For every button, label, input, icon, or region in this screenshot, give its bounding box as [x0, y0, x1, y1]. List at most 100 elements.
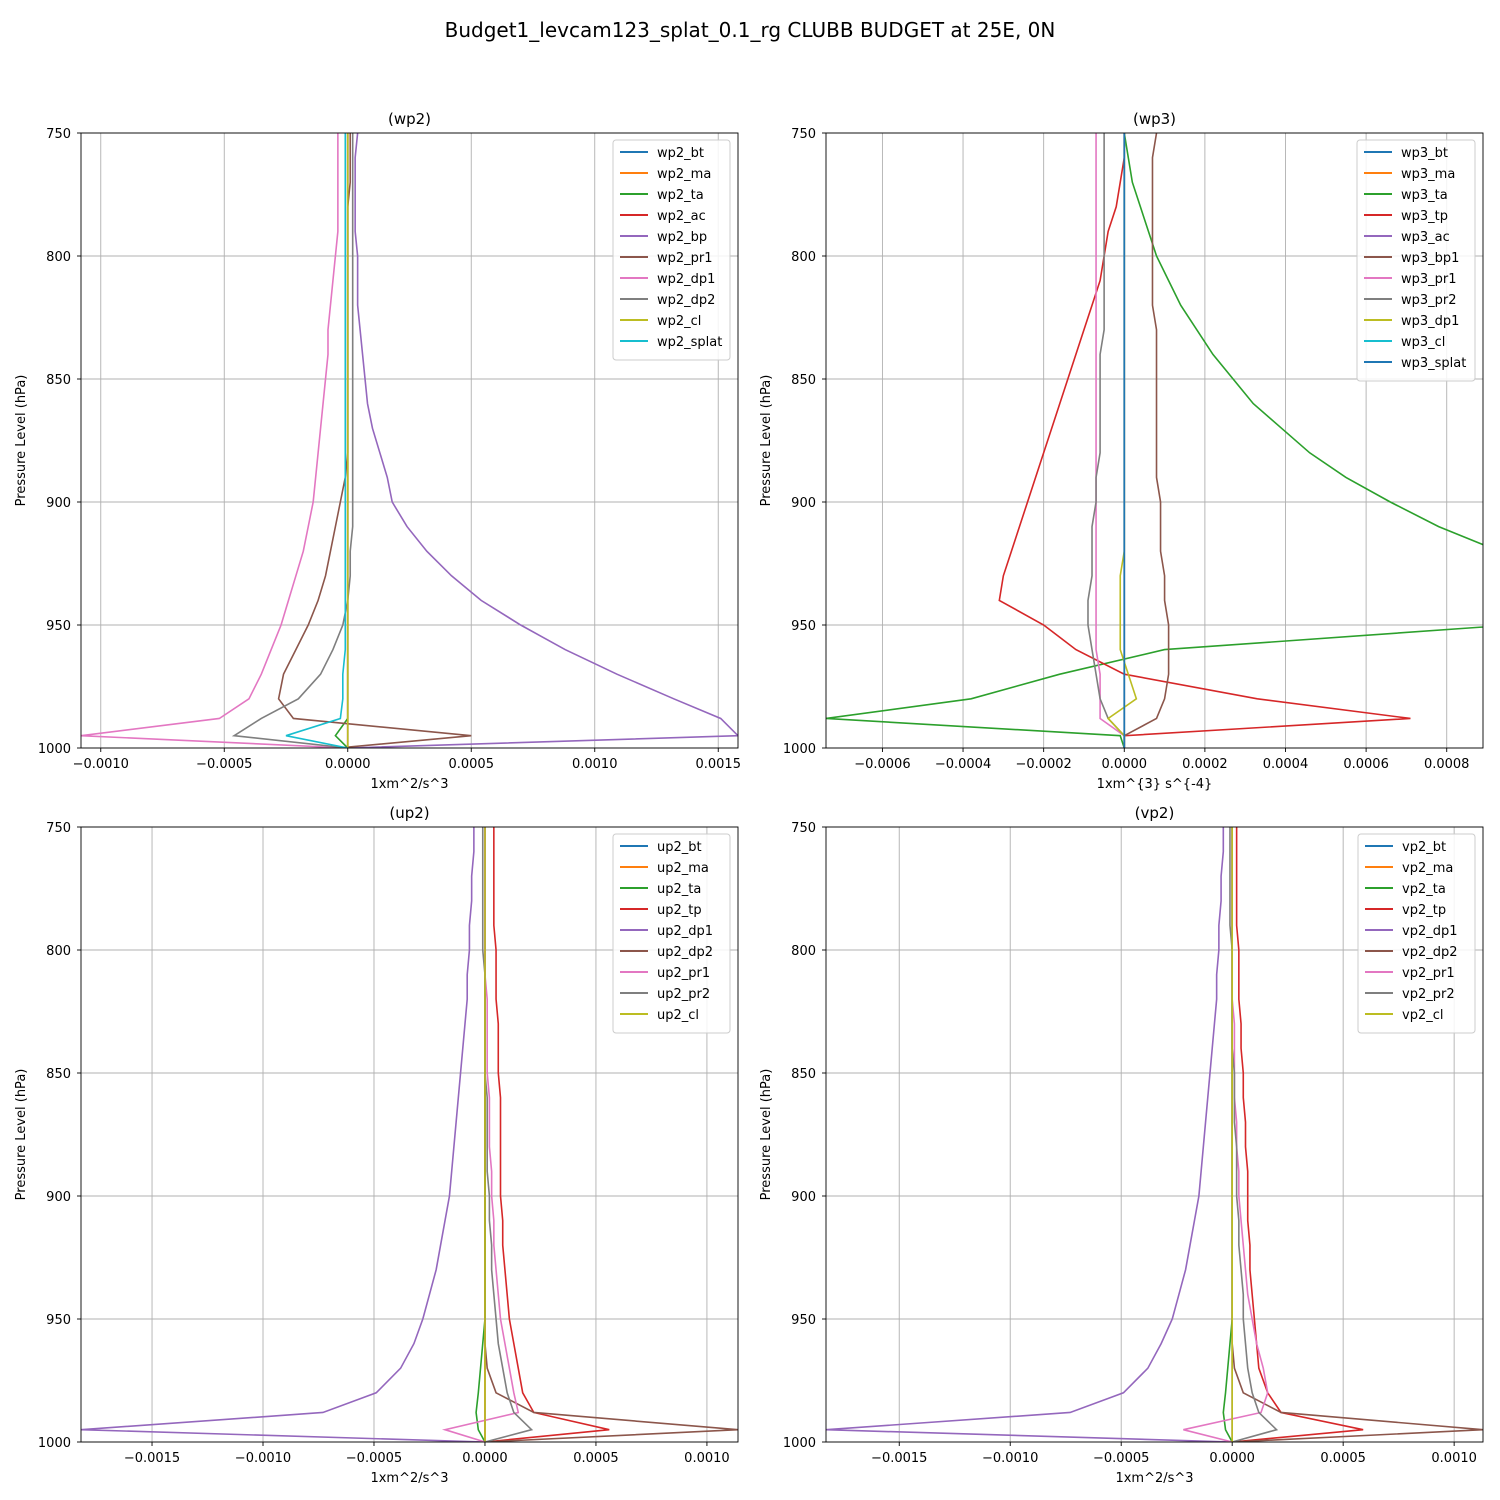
y-axis-label: Pressure Level (hPa)	[759, 1069, 774, 1201]
x-axis-label: 1xm^{3} s^{-4}	[1097, 777, 1213, 792]
y-tick-label: 1000	[783, 742, 816, 757]
legend-label: vp2_dp2	[1402, 945, 1458, 960]
figure-title: Budget1_levcam123_splat_0.1_rg CLUBB BUD…	[445, 18, 1056, 42]
panel-title: (up2)	[389, 804, 429, 822]
legend-label: wp3_splat	[1401, 356, 1466, 371]
legend-label: wp3_ac	[1401, 230, 1450, 245]
y-tick-label: 900	[791, 496, 816, 511]
y-tick-label: 800	[46, 944, 71, 959]
series-line-vp2_tp	[1232, 827, 1364, 1442]
legend-label: wp3_cl	[1401, 335, 1445, 350]
y-tick-label: 950	[791, 619, 816, 634]
series-group	[81, 133, 738, 748]
x-tick-label: 0.0002	[1182, 757, 1228, 772]
y-tick-label: 1000	[38, 1436, 71, 1451]
legend-box	[612, 833, 731, 1034]
y-axis-label: Pressure Level (hPa)	[14, 1069, 29, 1201]
y-tick-label: 750	[791, 821, 816, 836]
legend-label: up2_dp2	[657, 945, 713, 960]
panel-title: (wp3)	[1133, 110, 1176, 128]
series-line-wp2_splat	[285, 133, 348, 748]
legend-label: vp2_pr1	[1402, 966, 1455, 981]
y-tick-label: 950	[791, 1313, 816, 1328]
series-line-wp2_bp	[347, 133, 738, 748]
x-axis-label: 1xm^2/s^3	[370, 1471, 448, 1486]
legend-label: up2_bt	[657, 840, 702, 855]
legend-label: wp3_dp1	[1401, 314, 1459, 329]
legend: wp2_bt wp2_ma wp2_ta wp2_ac wp2_bp wp2_pr1 wp2…	[612, 139, 731, 361]
y-tick-label: 850	[46, 1067, 71, 1082]
y-tick-label: 750	[46, 127, 71, 142]
x-tick-label: −0.0005	[346, 1451, 402, 1466]
y-tick-label: 800	[791, 250, 816, 265]
legend-label: up2_pr2	[657, 987, 710, 1002]
legend-label: vp2_dp1	[1402, 924, 1458, 939]
panel-up2: −0.0015 −0.0010 −0.0005 0.0000 0.0005 0.0010 7…	[14, 804, 739, 1486]
x-tick-label: −0.0005	[1093, 1451, 1149, 1466]
x-tick-label: 0.0015	[695, 757, 741, 772]
legend-label: wp2_splat	[657, 335, 722, 350]
x-tick-label: 0.0010	[1431, 1451, 1477, 1466]
x-axis-label: 1xm^2/s^3	[370, 777, 448, 792]
y-axis-label: Pressure Level (hPa)	[14, 375, 29, 507]
series-line-wp3_tp	[998, 133, 1411, 748]
legend-label: up2_tp	[657, 903, 702, 918]
x-tick-label: 0.0000	[462, 1451, 508, 1466]
series-group	[81, 827, 738, 1442]
series-group	[826, 133, 1483, 748]
legend-label: wp2_cl	[657, 314, 701, 329]
legend-label: vp2_ma	[1402, 861, 1453, 876]
x-tick-label: −0.0015	[871, 1451, 927, 1466]
x-tick-label: 0.0010	[572, 757, 618, 772]
y-tick-label: 750	[46, 821, 71, 836]
y-axis-label: Pressure Level (hPa)	[759, 375, 774, 507]
legend-label: wp3_pr1	[1401, 272, 1457, 287]
legend-label: up2_pr1	[657, 966, 710, 981]
legend: vp2_bt vp2_ma vp2_ta vp2_tp vp2_dp1 vp2_dp2vp…	[1357, 833, 1476, 1034]
y-tick-label: 800	[46, 250, 71, 265]
x-tick-label: 0.0005	[1320, 1451, 1366, 1466]
x-tick-label: 0.0000	[325, 757, 371, 772]
legend-label: vp2_bt	[1402, 840, 1446, 855]
legend-label: up2_ta	[657, 882, 701, 897]
panel-wp2: −0.0010 −0.0005 0.0000 0.0005 0.0010 0.0015 75…	[14, 110, 741, 792]
legend-label: vp2_pr2	[1402, 987, 1455, 1002]
plot-frame	[825, 132, 1484, 749]
legend-label: vp2_ta	[1402, 882, 1446, 897]
plot-frame	[80, 826, 739, 1443]
legend-label: wp3_bt	[1401, 146, 1448, 161]
y-tick-label: 900	[46, 496, 71, 511]
series-line-up2_tp	[484, 827, 610, 1442]
x-tick-label: −0.0005	[196, 757, 252, 772]
legend-label: wp2_bt	[657, 146, 704, 161]
plot-frame	[825, 826, 1484, 1443]
panel-vp2: −0.0015 −0.0010 −0.0005 0.0000 0.0005 0.0010 7…	[759, 804, 1484, 1486]
x-tick-label: −0.0004	[935, 757, 991, 772]
x-tick-label: 0.0008	[1424, 757, 1470, 772]
x-tick-label: 0.0005	[448, 757, 494, 772]
legend-label: wp3_ta	[1401, 188, 1448, 203]
x-axis-label: 1xm^2/s^3	[1115, 1471, 1193, 1486]
legend-label: wp2_ta	[657, 188, 704, 203]
legend: up2_bt up2_ma up2_ta up2_tp up2_dp1 up2_dp2up…	[612, 833, 731, 1034]
x-tick-label: −0.0010	[235, 1451, 291, 1466]
legend-label: wp2_dp2	[657, 293, 715, 308]
panel-title: (wp2)	[388, 110, 431, 128]
legend-label: wp2_pr1	[657, 251, 713, 266]
legend-label: up2_dp1	[657, 924, 713, 939]
series-line-vp2_dp1	[826, 827, 1233, 1442]
series-line-vp2_pr2	[1229, 827, 1279, 1442]
panel-wp3: −0.0006 −0.0004 −0.0002 0.0000 0.0002 0.0004 0…	[759, 110, 1484, 792]
y-tick-label: 1000	[38, 742, 71, 757]
y-tick-label: 850	[791, 1067, 816, 1082]
series-group	[826, 827, 1483, 1442]
series-line-up2_pr2	[481, 827, 534, 1442]
series-line-wp3_pr1	[1095, 133, 1126, 748]
legend-label: wp2_dp1	[657, 272, 715, 287]
y-tick-label: 850	[46, 373, 71, 388]
x-tick-label: 0.0006	[1343, 757, 1389, 772]
x-tick-label: 0.0010	[684, 1451, 730, 1466]
series-line-up2_dp1	[81, 827, 485, 1442]
legend-label: wp2_bp	[657, 230, 707, 245]
